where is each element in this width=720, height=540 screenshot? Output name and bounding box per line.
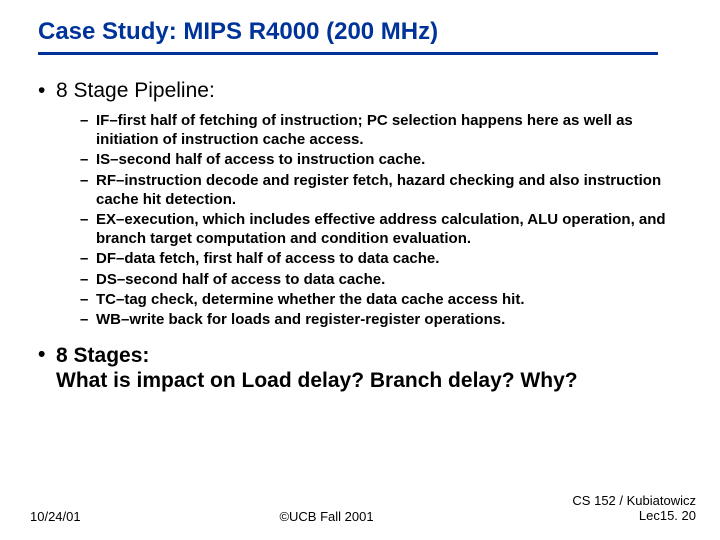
- footer-copyright: ©UCB Fall 2001: [279, 509, 373, 524]
- bullet-dot-icon: •: [38, 79, 56, 103]
- dash-icon: –: [80, 171, 96, 209]
- dash-icon: –: [80, 310, 96, 329]
- list-item-text: TC–tag check, determine whether the data…: [96, 290, 692, 309]
- section-heading-pipeline: • 8 Stage Pipeline:: [38, 79, 692, 103]
- list-item: – DF–data fetch, first half of access to…: [80, 249, 692, 268]
- list-item-text: IS–second half of access to instruction …: [96, 150, 692, 169]
- question-line-1: 8 Stages:: [56, 344, 149, 367]
- list-item: – EX–execution, which includes effective…: [80, 210, 692, 248]
- list-item-text: WB–write back for loads and register-reg…: [96, 310, 692, 329]
- footer-course-info: CS 152 / Kubiatowicz Lec15. 20: [572, 494, 696, 524]
- slide-footer: 10/24/01 ©UCB Fall 2001 CS 152 / Kubiato…: [0, 494, 720, 524]
- list-item-text: EX–execution, which includes effective a…: [96, 210, 692, 248]
- list-item: – WB–write back for loads and register-r…: [80, 310, 692, 329]
- list-item-text: RF–instruction decode and register fetch…: [96, 171, 692, 209]
- list-item: – IS–second half of access to instructio…: [80, 150, 692, 169]
- list-item-text: IF–first half of fetching of instruction…: [96, 111, 692, 149]
- bullet-dot-icon: •: [38, 343, 56, 393]
- list-item: – RF–instruction decode and register fet…: [80, 171, 692, 209]
- footer-date: 10/24/01: [30, 509, 81, 524]
- question-block: 8 Stages: What is impact on Load delay? …: [56, 343, 578, 393]
- dash-icon: –: [80, 150, 96, 169]
- list-item: – DS–second half of access to data cache…: [80, 270, 692, 289]
- footer-course-line2: Lec15. 20: [639, 508, 696, 523]
- dash-icon: –: [80, 249, 96, 268]
- footer-course-line1: CS 152 / Kubiatowicz: [572, 493, 696, 508]
- dash-icon: –: [80, 111, 96, 149]
- list-item: – IF–first half of fetching of instructi…: [80, 111, 692, 149]
- section-heading-question: • 8 Stages: What is impact on Load delay…: [38, 343, 692, 393]
- slide-title: Case Study: MIPS R4000 (200 MHz): [38, 18, 658, 55]
- question-line-2: What is impact on Load delay? Branch del…: [56, 369, 578, 392]
- list-item-text: DS–second half of access to data cache.: [96, 270, 692, 289]
- list-item: – TC–tag check, determine whether the da…: [80, 290, 692, 309]
- pipeline-stage-list: – IF–first half of fetching of instructi…: [80, 111, 692, 329]
- section-heading-text: 8 Stage Pipeline:: [56, 79, 215, 103]
- dash-icon: –: [80, 290, 96, 309]
- slide: Case Study: MIPS R4000 (200 MHz) • 8 Sta…: [0, 0, 720, 540]
- dash-icon: –: [80, 210, 96, 248]
- dash-icon: –: [80, 270, 96, 289]
- list-item-text: DF–data fetch, first half of access to d…: [96, 249, 692, 268]
